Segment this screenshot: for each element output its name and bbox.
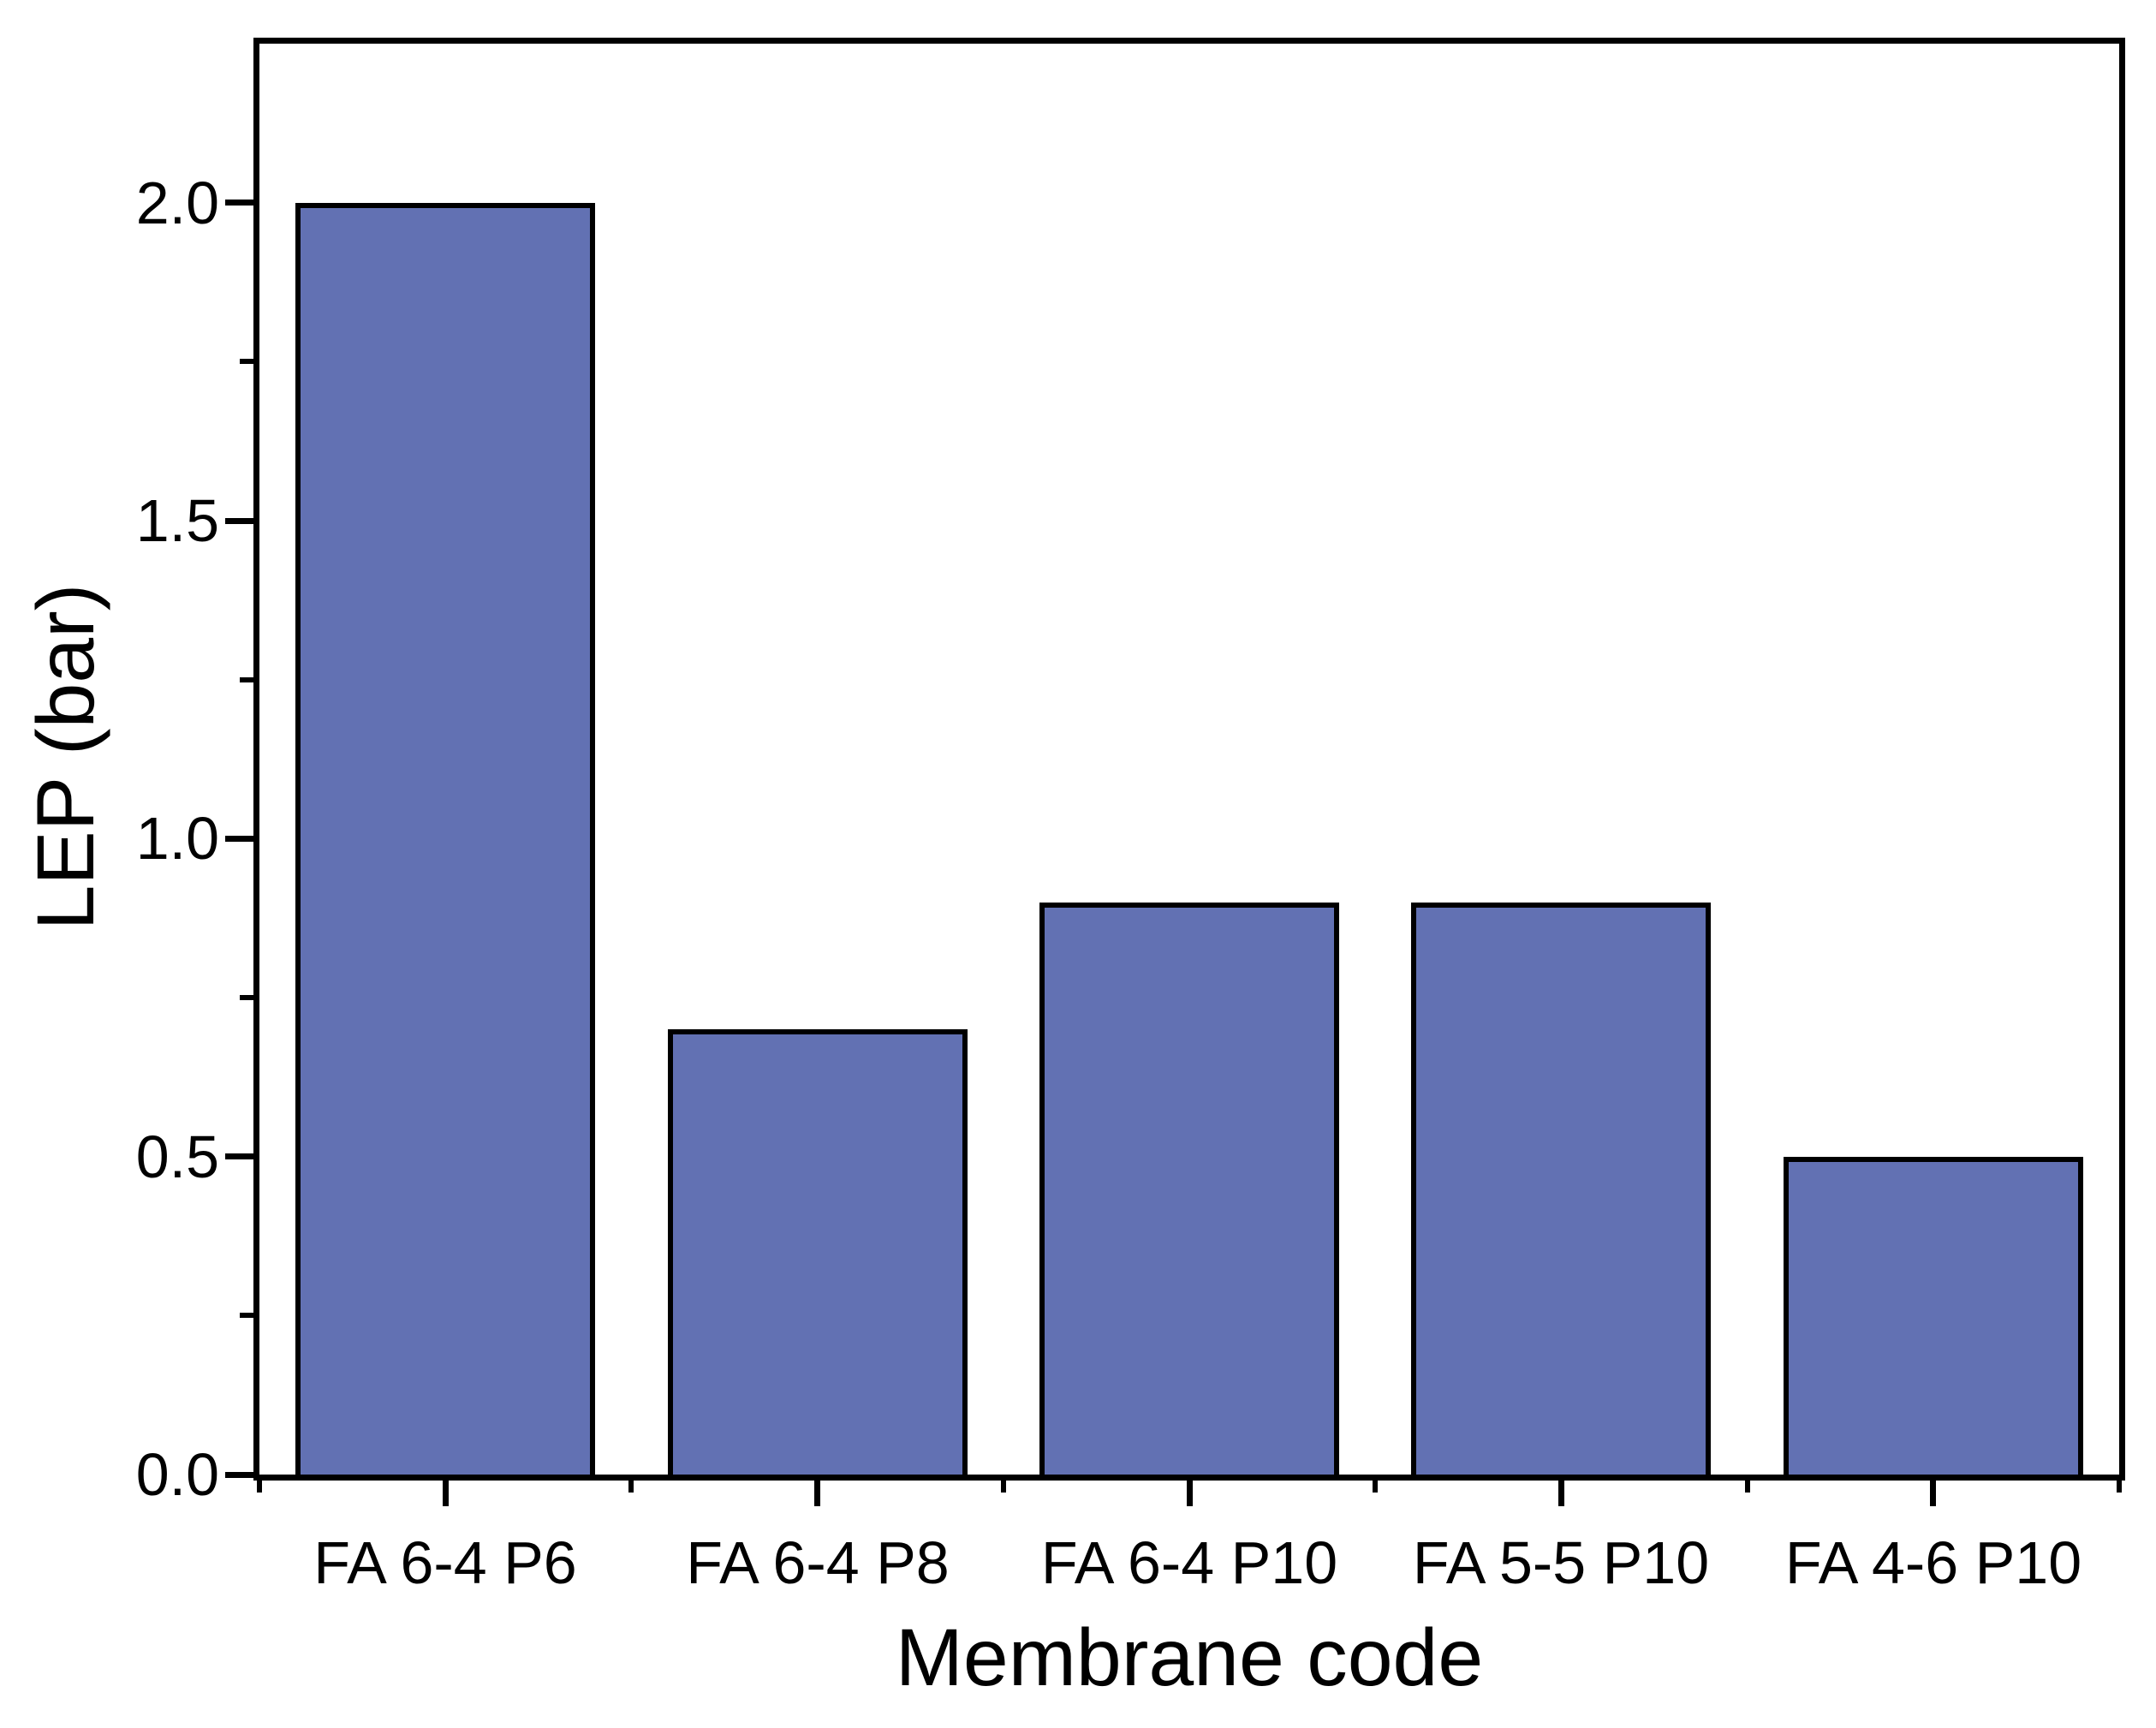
x-axis-title: Membrane code — [895, 1612, 1484, 1703]
y-axis-title: LEP (bar) — [21, 583, 111, 931]
x-tick-label: FA 5-5 P10 — [1412, 1529, 1710, 1596]
y-tick-label: 1.0 — [135, 805, 219, 872]
bar-FA 6-4 P8 — [668, 1029, 968, 1475]
y-tick-label: 1.5 — [135, 487, 219, 554]
x-minor-tick — [628, 1481, 634, 1493]
x-minor-tick — [1745, 1481, 1750, 1493]
y-major-tick — [225, 1472, 253, 1478]
bars-layer — [259, 44, 2119, 1475]
x-minor-tick — [2117, 1481, 2122, 1493]
y-minor-tick — [240, 677, 253, 682]
bar-FA 6-4 P10 — [1039, 903, 1339, 1475]
bar-FA 5-5 P10 — [1411, 903, 1711, 1475]
x-tick-label: FA 4-6 P10 — [1784, 1529, 2082, 1596]
plot-area — [253, 38, 2125, 1481]
x-major-tick — [1187, 1481, 1193, 1506]
y-major-tick — [225, 836, 253, 842]
bar-FA 4-6 P10 — [1784, 1157, 2083, 1475]
x-tick-label: FA 6-4 P8 — [686, 1529, 950, 1596]
y-tick-label: 0.5 — [135, 1123, 219, 1190]
y-major-tick — [225, 1153, 253, 1159]
x-tick-label: FA 6-4 P10 — [1040, 1529, 1338, 1596]
x-major-tick — [443, 1481, 449, 1506]
x-minor-tick — [1001, 1481, 1006, 1493]
y-tick-label: 0.0 — [135, 1441, 219, 1508]
x-tick-label: FA 6-4 P6 — [313, 1529, 577, 1596]
x-minor-tick — [257, 1481, 262, 1493]
y-major-tick — [225, 518, 253, 524]
x-minor-tick — [1373, 1481, 1378, 1493]
bar-FA 6-4 P6 — [295, 203, 595, 1475]
y-minor-tick — [240, 1313, 253, 1318]
y-major-tick — [225, 200, 253, 206]
x-major-tick — [1558, 1481, 1564, 1506]
x-major-tick — [1930, 1481, 1936, 1506]
y-minor-tick — [240, 995, 253, 1000]
y-minor-tick — [240, 359, 253, 364]
x-major-tick — [814, 1481, 820, 1506]
y-tick-label: 2.0 — [135, 170, 219, 236]
